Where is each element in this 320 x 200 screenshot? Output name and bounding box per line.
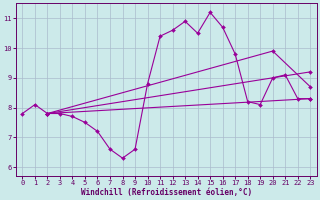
X-axis label: Windchill (Refroidissement éolien,°C): Windchill (Refroidissement éolien,°C) — [81, 188, 252, 197]
